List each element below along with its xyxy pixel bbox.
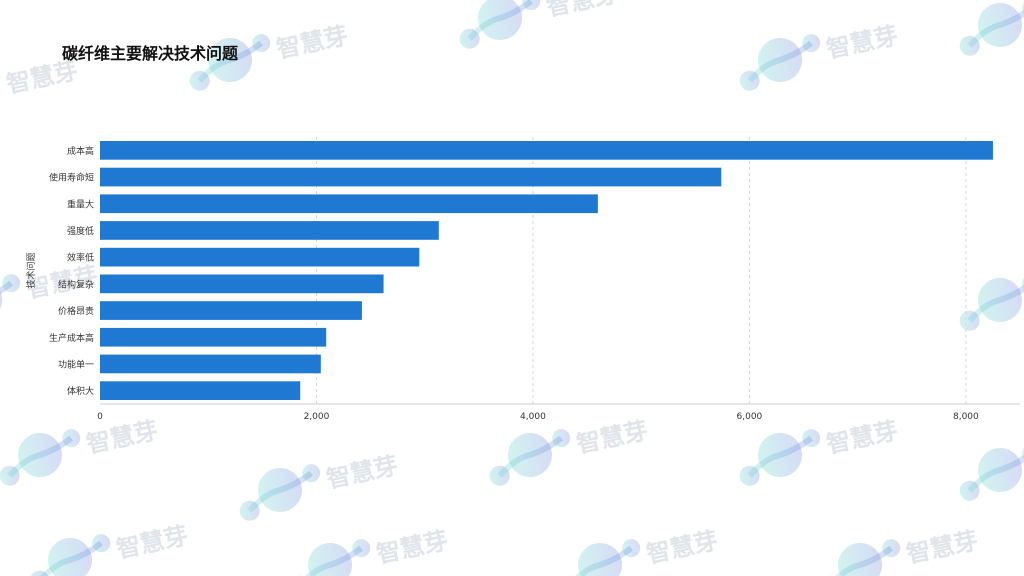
bar[interactable] xyxy=(100,141,993,160)
bar[interactable] xyxy=(100,327,327,347)
x-tick-label: 6,000 xyxy=(737,412,763,422)
bar[interactable] xyxy=(100,301,362,320)
category-label: 重量大 xyxy=(67,198,94,210)
watermark-logo: 智慧芽 xyxy=(959,444,1024,501)
watermark-logo: 智慧芽 xyxy=(459,0,620,49)
category-label: 价格昂贵 xyxy=(58,305,94,317)
category-label: 生产成本高 xyxy=(49,332,94,344)
x-tick-label: 4,000 xyxy=(520,412,546,422)
page-title: 碳纤维主要解决技术问题 xyxy=(62,44,239,63)
x-tick-label: 2,000 xyxy=(304,412,330,422)
watermark-logo: 智慧芽 xyxy=(959,0,1024,56)
category-label: 结构复杂 xyxy=(58,278,94,290)
watermark-logo: 智慧芽 xyxy=(739,416,900,486)
watermark-logo: 智慧芽 xyxy=(739,21,900,91)
watermark-logo: 智慧芽 xyxy=(489,416,650,486)
bar[interactable] xyxy=(100,354,321,374)
y-axis-label: 技术问题 xyxy=(25,252,37,288)
bar[interactable] xyxy=(100,167,722,187)
bar[interactable] xyxy=(100,274,384,294)
category-label: 成本高 xyxy=(67,145,94,157)
category-label: 效率低 xyxy=(67,252,94,264)
watermark-logo: 智慧芽 xyxy=(959,274,1024,331)
x-tick-label: 0 xyxy=(97,412,103,422)
bar[interactable] xyxy=(100,247,420,267)
bar[interactable] xyxy=(100,194,598,214)
category-label: 功能单一 xyxy=(58,358,94,370)
watermark-logo: 智慧芽 xyxy=(559,526,720,576)
bar[interactable] xyxy=(100,221,439,240)
bar[interactable] xyxy=(100,381,301,400)
category-label: 体积大 xyxy=(67,385,94,397)
x-tick-label: 8,000 xyxy=(953,412,979,422)
category-label: 使用寿命短 xyxy=(49,172,94,184)
category-label: 强度低 xyxy=(67,225,94,237)
